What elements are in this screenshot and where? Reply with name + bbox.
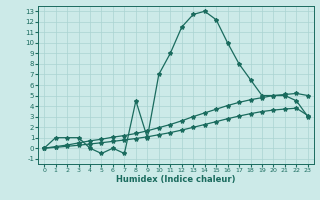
X-axis label: Humidex (Indice chaleur): Humidex (Indice chaleur) (116, 175, 236, 184)
